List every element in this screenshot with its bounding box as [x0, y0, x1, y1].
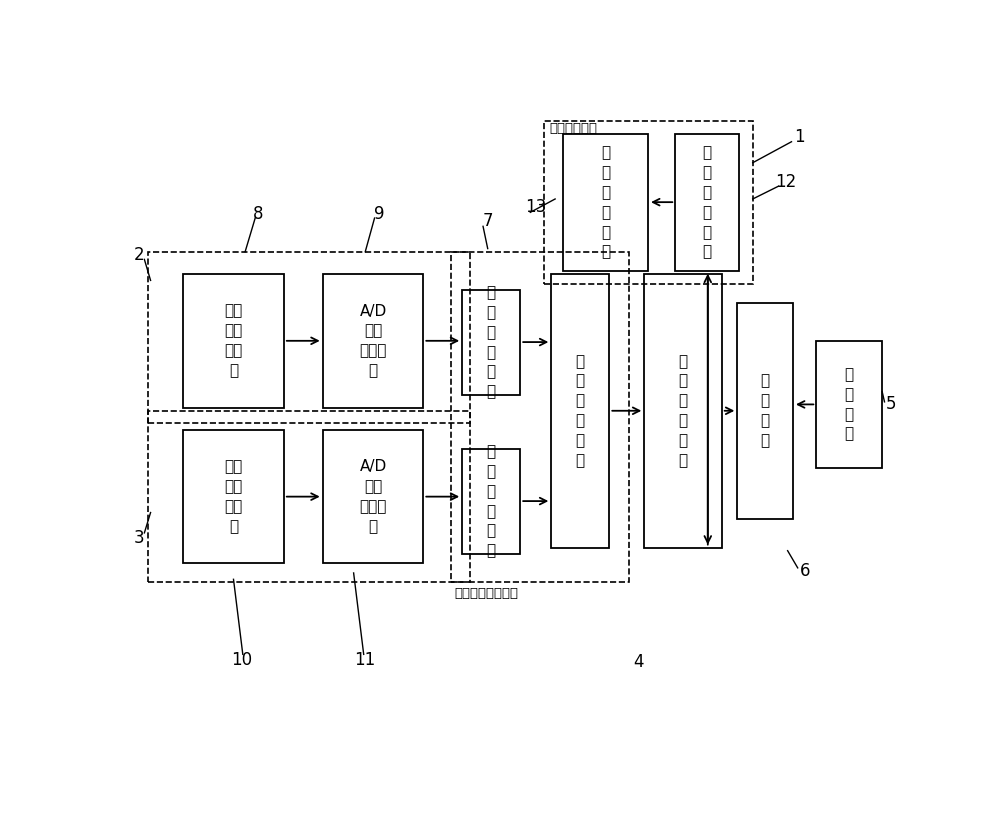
Text: 13: 13	[525, 198, 546, 216]
Text: A/D
数据
转换器
一: A/D 数据 转换器 一	[359, 304, 387, 378]
Text: 4: 4	[634, 653, 644, 671]
Text: 2: 2	[134, 246, 144, 264]
Bar	[816, 341, 882, 468]
Text: 5: 5	[885, 396, 896, 413]
Bar	[563, 134, 648, 271]
Bar	[183, 274, 284, 407]
Bar	[737, 302, 793, 519]
Text: 10: 10	[231, 651, 252, 669]
Text: 3: 3	[134, 529, 144, 547]
Bar	[148, 411, 470, 582]
Bar	[544, 121, 753, 283]
Bar	[551, 274, 609, 548]
Bar	[323, 274, 423, 407]
Bar	[462, 449, 520, 554]
Bar	[462, 290, 520, 395]
Text: 驱动调速模块: 驱动调速模块	[550, 122, 598, 135]
Text: 11: 11	[355, 651, 376, 669]
Text: 无
线
发
射
模
块: 无 线 发 射 模 块	[487, 444, 496, 558]
Text: 加速
度传
感器
二: 加速 度传 感器 二	[224, 459, 243, 534]
Text: 无
线
发
射
模
块: 无 线 发 射 模 块	[487, 286, 496, 400]
Text: 7: 7	[482, 212, 493, 230]
Text: 变
频
调
速
模
块: 变 频 调 速 模 块	[702, 145, 712, 259]
Text: 加速
度传
感器
一: 加速 度传 感器 一	[224, 304, 243, 378]
Text: 显
示
模
块: 显 示 模 块	[761, 373, 770, 448]
Text: 数
据
处
理
模
块: 数 据 处 理 模 块	[678, 354, 688, 468]
Bar	[183, 430, 284, 563]
Bar	[450, 252, 629, 582]
Bar	[148, 252, 470, 424]
Bar	[644, 274, 722, 548]
Bar	[675, 134, 739, 271]
Bar	[323, 430, 423, 563]
Text: 9: 9	[374, 205, 384, 222]
Text: 1: 1	[794, 128, 805, 146]
Text: A/D
数据
转换器
二: A/D 数据 转换器 二	[359, 459, 387, 534]
Text: 无线数据传输模块: 无线数据传输模块	[454, 587, 518, 600]
Text: 动
力
驱
动
模
块: 动 力 驱 动 模 块	[601, 145, 610, 259]
Text: 8: 8	[253, 205, 264, 222]
Text: 无
线
接
收
模
块: 无 线 接 收 模 块	[576, 354, 585, 468]
Text: 12: 12	[775, 173, 796, 191]
Text: 6: 6	[800, 562, 811, 580]
Text: 测
速
模
块: 测 速 模 块	[845, 368, 854, 442]
